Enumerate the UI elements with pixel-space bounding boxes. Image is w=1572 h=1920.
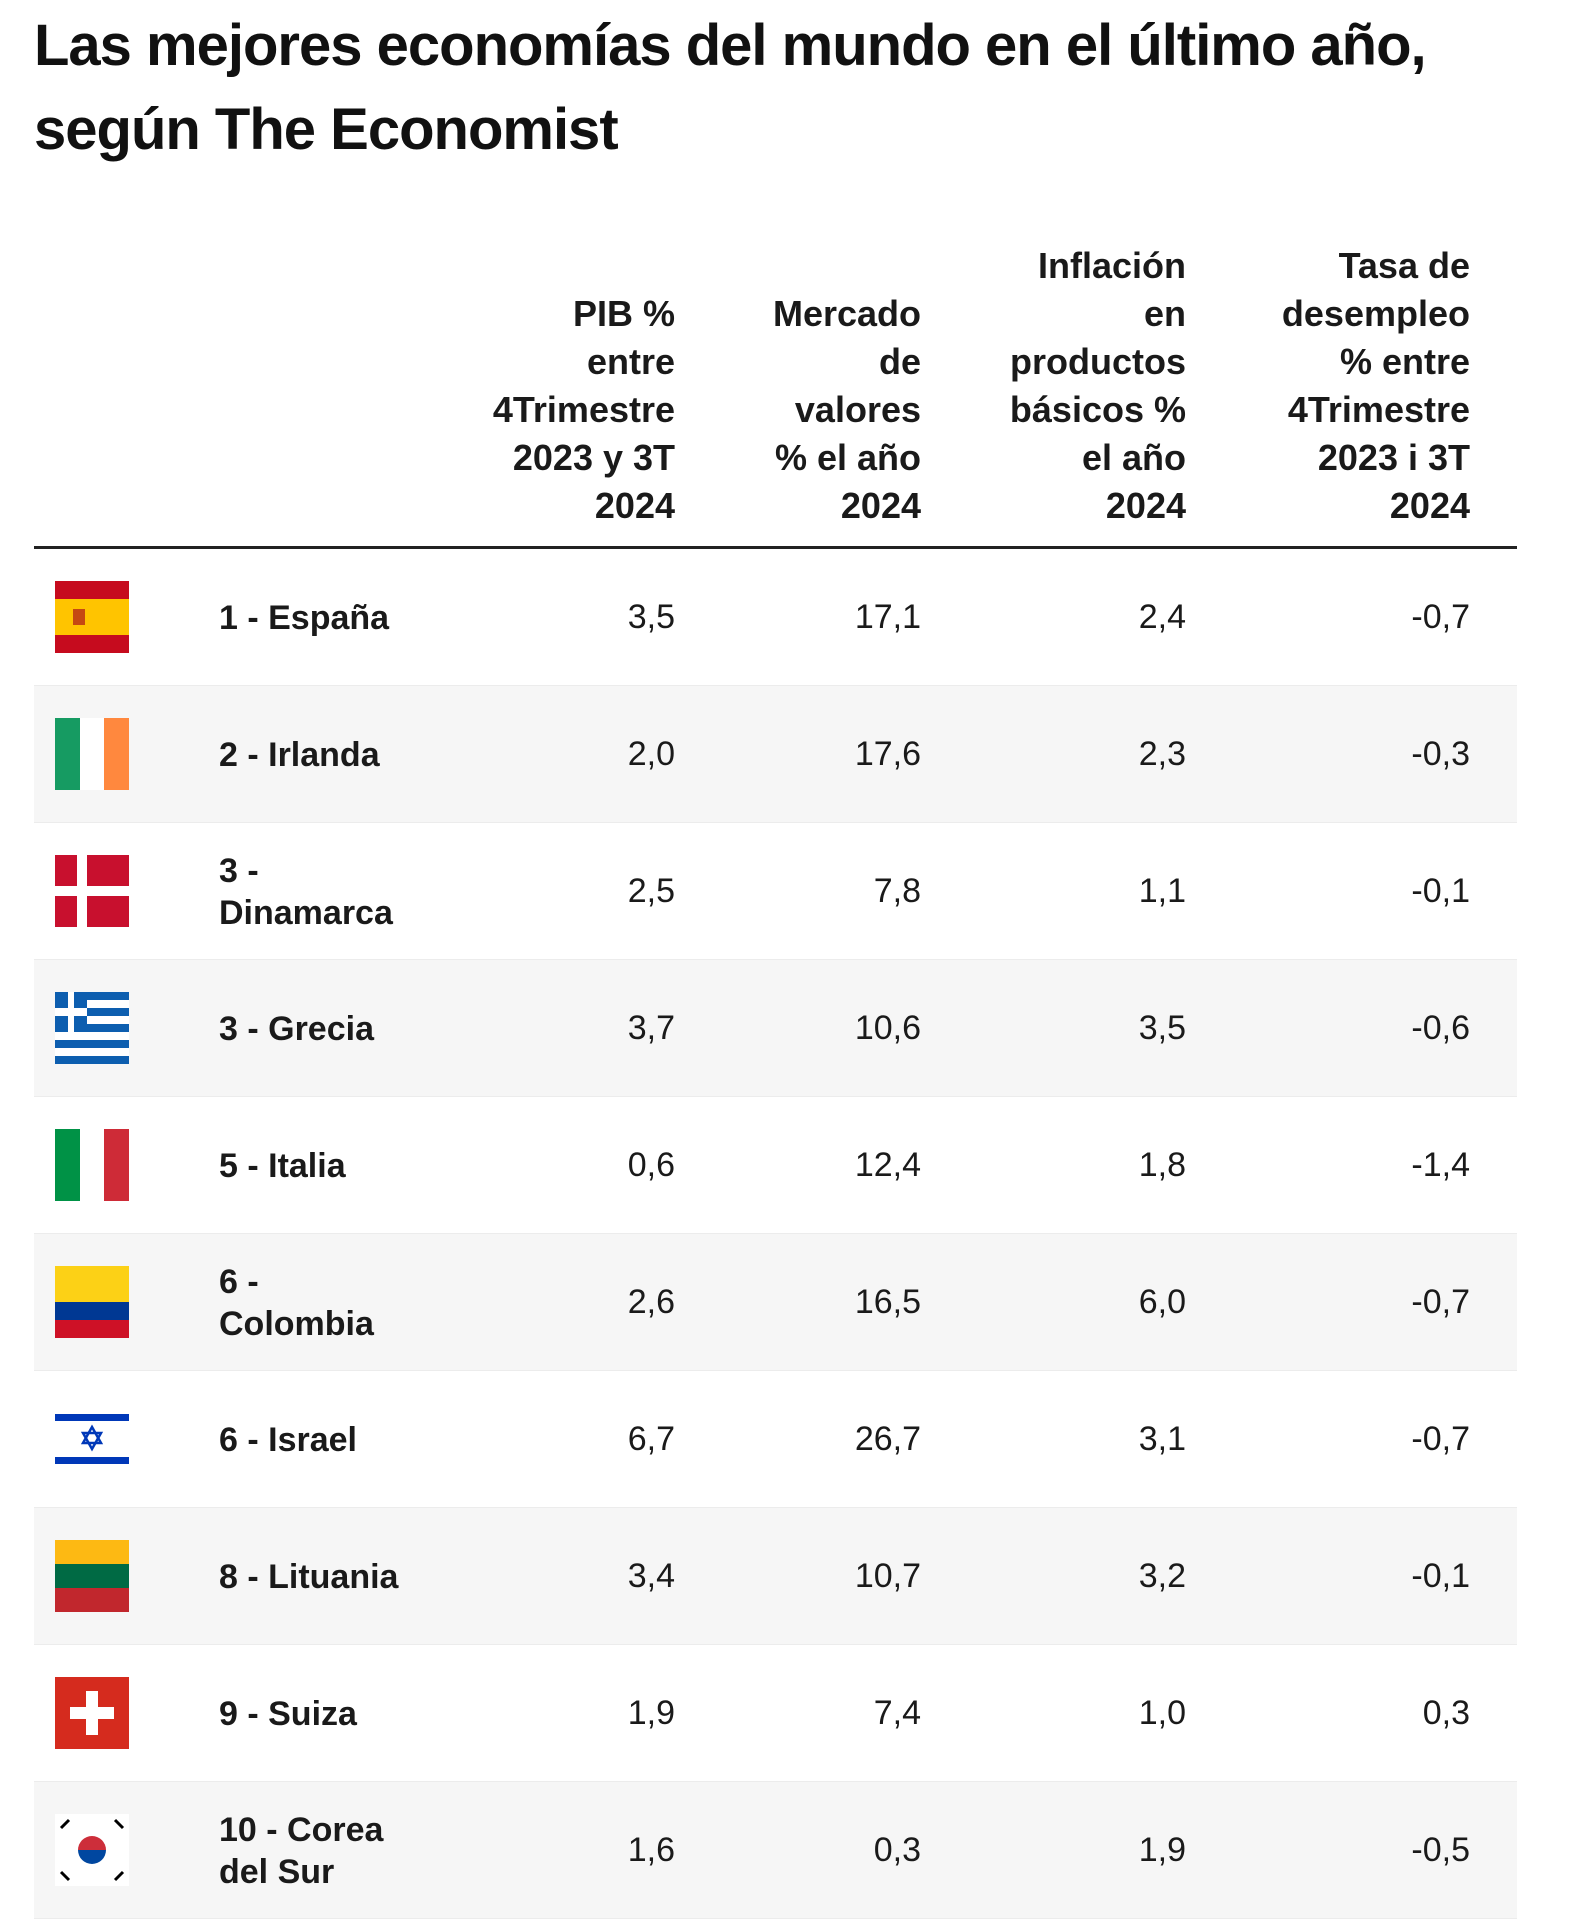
flag [55,1266,129,1338]
table-row: 3 - Dinamarca 2,5 7,8 1,1 -0,1 [34,823,1517,960]
country-name: 6 - Colombia [219,1262,374,1343]
cell-value: -0,7 [1411,1283,1470,1321]
cell-value: 3,5 [627,598,675,636]
cell-value: 0,3 [873,1831,921,1869]
flag [55,1677,129,1749]
cell-value: -0,6 [1411,1009,1470,1047]
country-name: 10 - Corea del Sur [219,1810,384,1891]
column-header: Tasa de desempleo % entre 4Trimestre 2023 i … [1230,242,1470,530]
cell-value: 17,1 [854,598,921,636]
cell-value: 0,6 [627,1146,675,1184]
cell-value: 10,7 [854,1557,921,1595]
column-header-line: valores [794,389,921,430]
cell-value: 2,6 [627,1283,675,1321]
cell-value: 10,6 [854,1009,921,1047]
cell-value: -0,7 [1411,1420,1470,1458]
country-name: 8 - Lituania [219,1557,399,1596]
table-row: 3 - Grecia 3,7 10,6 3,5 -0,6 [34,960,1517,1097]
cell-value: 7,4 [873,1694,921,1732]
country-name: 3 - Grecia [219,1009,374,1048]
column-header-line: de [878,341,921,382]
country-name: 6 - Israel [219,1420,357,1459]
column-header-line: 2024 [1389,485,1470,526]
flag [55,1814,129,1886]
country-name: 5 - Italia [219,1146,346,1185]
column-header-line: % entre [1339,341,1470,382]
cell-value: 2,4 [1138,598,1186,636]
cell-value: 2,3 [1138,735,1186,773]
cell-value: 2,0 [627,735,675,773]
cell-value: 1,9 [627,1694,675,1732]
column-header-line: 2024 [594,485,675,526]
cell-value: 0,3 [1422,1694,1470,1732]
cell-value: 1,0 [1138,1694,1186,1732]
column-header: PIB % entre 4Trimestre 2023 y 3T 2024 [435,290,675,530]
cell-value: 26,7 [854,1420,921,1458]
column-header-line: 2024 [840,485,921,526]
table-row: 1 - España 3,5 17,1 2,4 -0,7 [34,549,1517,686]
column-header: Inflación en productos básicos % el año 2024 [946,242,1186,530]
cell-value: 17,6 [854,735,921,773]
cell-value: 12,4 [854,1146,921,1184]
cell-value: -0,5 [1411,1831,1470,1869]
column-header-line: 2024 [1105,485,1186,526]
column-header-line: 4Trimestre [492,389,675,430]
table-row: 6 - Colombia 2,6 16,5 6,0 -0,7 [34,1234,1517,1371]
country-name: 9 - Suiza [219,1694,357,1733]
cell-value: 3,5 [1138,1009,1186,1047]
cell-value: -0,7 [1411,598,1470,636]
column-header-line: desempleo [1281,293,1470,334]
cell-value: 3,2 [1138,1557,1186,1595]
column-header-line: productos [1010,341,1186,382]
cell-value: 1,6 [627,1831,675,1869]
cell-value: 6,7 [627,1420,675,1458]
column-header-line: entre [586,341,675,382]
cell-value: -0,1 [1411,1557,1470,1595]
cell-value: 16,5 [854,1283,921,1321]
table-row: 10 - Corea del Sur 1,6 0,3 1,9 -0,5 [34,1782,1517,1919]
column-header-line: Tasa de [1338,245,1470,286]
column-header-line: en [1143,293,1186,334]
flag [55,1540,129,1612]
cell-value: 3,1 [1138,1420,1186,1458]
cell-value: 3,7 [627,1009,675,1047]
column-header-line: 2023 y 3T [512,437,675,478]
column-header: Mercado de valores % el año 2024 [681,290,921,530]
table-row: 5 - Italia 0,6 12,4 1,8 -1,4 [34,1097,1517,1234]
table-row: 8 - Lituania 3,4 10,7 3,2 -0,1 [34,1508,1517,1645]
column-header-line: PIB % [572,293,675,334]
flag [55,581,129,653]
title: Las mejores economías del mundo en el úl… [34,13,1427,162]
column-header-line: el año [1081,437,1186,478]
column-header-line: Inflación [1037,245,1186,286]
flag [55,718,129,790]
column-header-line: 2023 i 3T [1317,437,1470,478]
flag [55,1409,129,1469]
country-name: 1 - España [219,598,390,637]
column-header-line: básicos % [1009,389,1186,430]
table-row: 6 - Israel 6,7 26,7 3,1 -0,7 [34,1371,1517,1508]
cell-value: 1,8 [1138,1146,1186,1184]
cell-value: -1,4 [1411,1146,1470,1184]
country-name: 2 - Irlanda [219,735,380,774]
column-header-line: % el año [774,437,921,478]
table-row: 9 - Suiza 1,9 7,4 1,0 0,3 [34,1645,1517,1782]
cell-value: -0,1 [1411,872,1470,910]
flag [55,992,129,1064]
cell-value: 7,8 [873,872,921,910]
country-name: 3 - Dinamarca [219,851,393,932]
cell-value: 1,1 [1138,872,1186,910]
column-header-line: 4Trimestre [1287,389,1470,430]
cell-value: 3,4 [627,1557,675,1595]
cell-value: -0,3 [1411,735,1470,773]
cell-value: 6,0 [1138,1283,1186,1321]
header-rule [34,546,1517,549]
column-header-line: Mercado [772,293,921,334]
flag [55,1129,129,1201]
cell-value: 2,5 [627,872,675,910]
table-row: 2 - Irlanda 2,0 17,6 2,3 -0,3 [34,686,1517,823]
flag [55,855,129,927]
cell-value: 1,9 [1138,1831,1186,1869]
